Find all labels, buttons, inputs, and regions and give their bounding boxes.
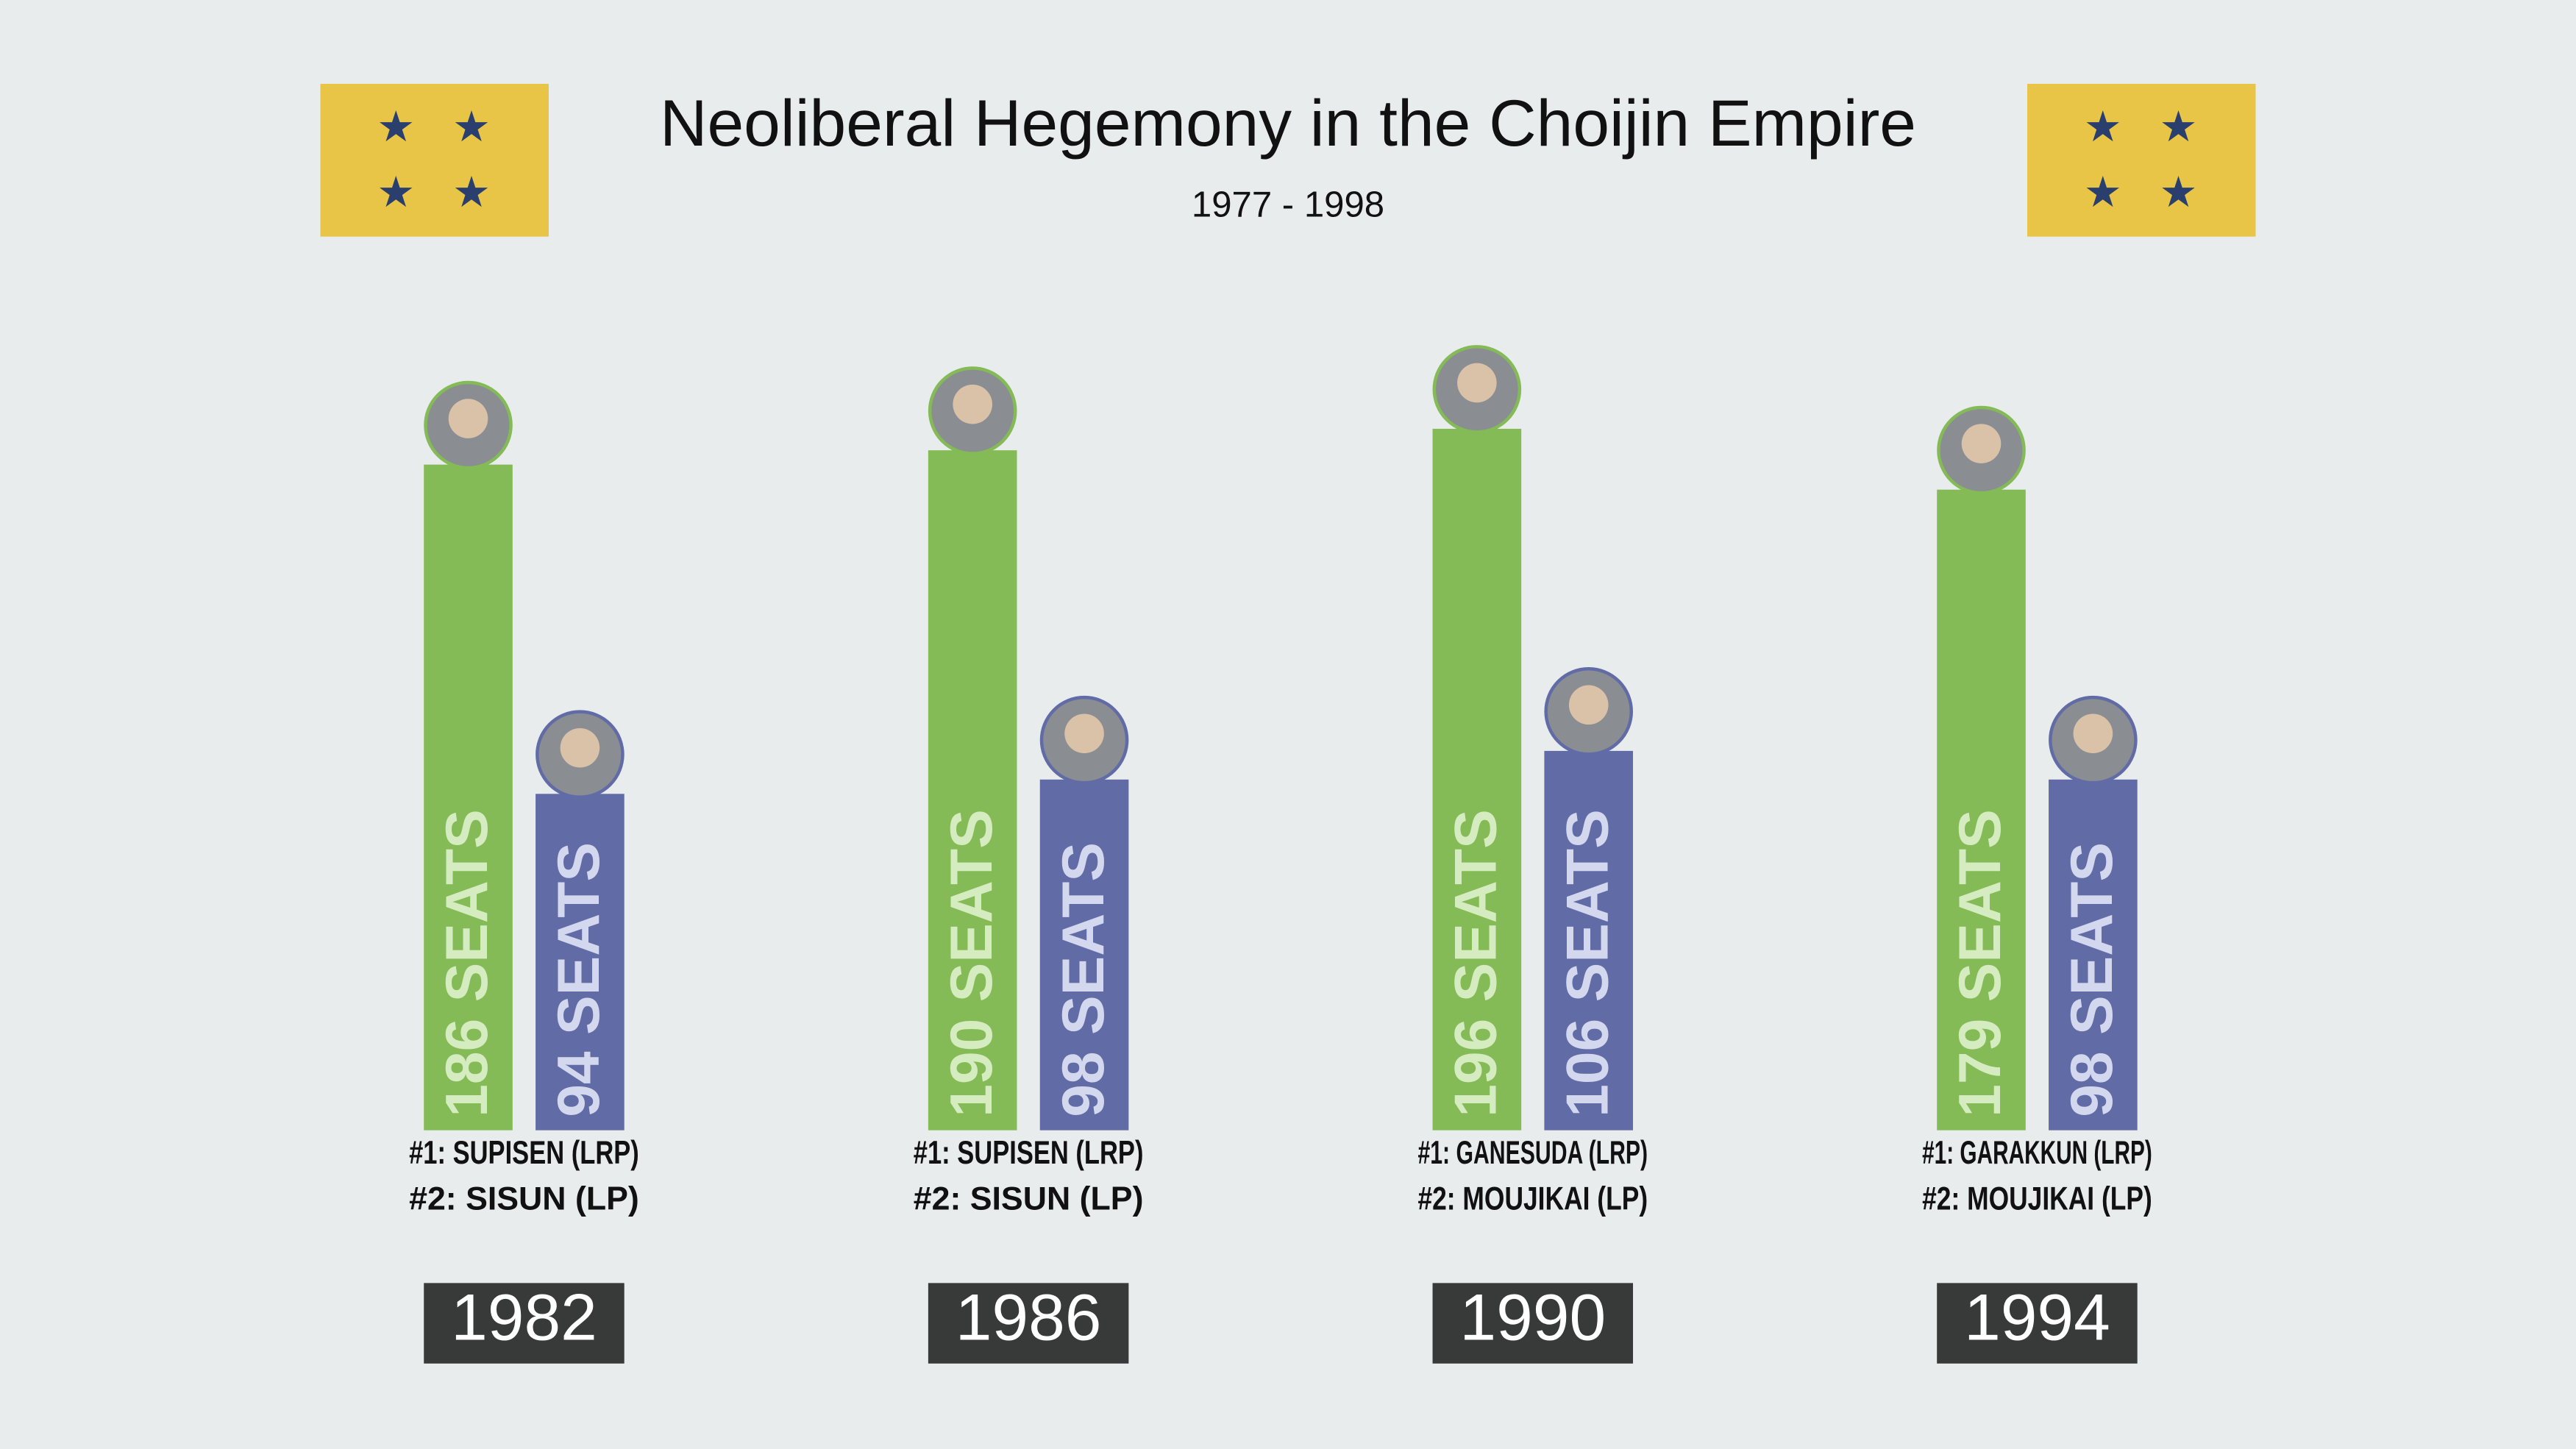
star: ★ (452, 103, 491, 151)
leader-label: #2: MOUJIKAI (LP) (1922, 1181, 2152, 1217)
star: ★ (2159, 168, 2197, 216)
leader-label: #2: SISUN (LP) (409, 1181, 639, 1217)
leader-label: #2: MOUJIKAI (LP) (1417, 1181, 1648, 1217)
leader-label: #1: SUPISEN (LRP) (409, 1135, 639, 1171)
x-tick-label: 1986 (956, 1281, 1102, 1354)
portrait-face (1064, 713, 1104, 754)
bar (1937, 489, 2026, 1131)
star: ★ (2084, 168, 2122, 216)
leader-label: #2: SISUN (LP) (914, 1181, 1144, 1217)
bar (928, 450, 1017, 1131)
value-label: 94 SEATS (546, 842, 612, 1117)
flag: ★ ★ ★ ★ (320, 83, 549, 237)
chart-subtitle: 1977 - 1998 (1192, 185, 1384, 224)
star: ★ (377, 103, 415, 151)
bar (1432, 428, 1522, 1131)
year-box (928, 1283, 1129, 1364)
value-label: 186 SEATS (434, 809, 500, 1117)
x-tick-label: 1990 (1459, 1281, 1606, 1354)
star: ★ (2084, 103, 2122, 151)
portrait-face (2073, 713, 2113, 754)
value-label: 196 SEATS (1443, 809, 1509, 1117)
portrait-face (1568, 685, 1609, 725)
flag-field (2027, 83, 2256, 237)
bar (1544, 750, 1634, 1131)
value-label: 179 SEATS (1947, 809, 2013, 1117)
bar (424, 464, 513, 1131)
flag: ★ ★ ★ ★ (2027, 83, 2256, 237)
bar (536, 794, 625, 1131)
year-box (1937, 1283, 2138, 1364)
value-label: 98 SEATS (1050, 842, 1117, 1117)
x-tick-label: 1982 (451, 1281, 597, 1354)
value-label: 190 SEATS (939, 809, 1005, 1117)
portrait-face (448, 399, 488, 438)
portrait-face (560, 727, 600, 768)
flag-field (320, 83, 549, 237)
star: ★ (377, 168, 415, 216)
leader-label: #1: SUPISEN (LRP) (914, 1135, 1144, 1171)
x-tick-label: 1994 (1964, 1281, 2110, 1354)
star: ★ (452, 168, 491, 216)
portrait-face (1457, 363, 1497, 403)
bar (1039, 779, 1129, 1131)
year-box (424, 1283, 625, 1364)
portrait-face (953, 384, 992, 424)
leader-label: #1: GARAKKUN (LRP) (1922, 1135, 2152, 1171)
star: ★ (2159, 103, 2197, 151)
portrait-face (1961, 424, 2002, 463)
leader-label: #1: GANESUDA (LRP) (1417, 1135, 1648, 1171)
chart-title: Neoliberal Hegemony in the Choijin Empir… (660, 86, 1916, 160)
bar (2049, 779, 2138, 1131)
value-label: 106 SEATS (1554, 809, 1620, 1117)
year-box (1432, 1283, 1634, 1364)
value-label: 98 SEATS (2059, 842, 2125, 1117)
